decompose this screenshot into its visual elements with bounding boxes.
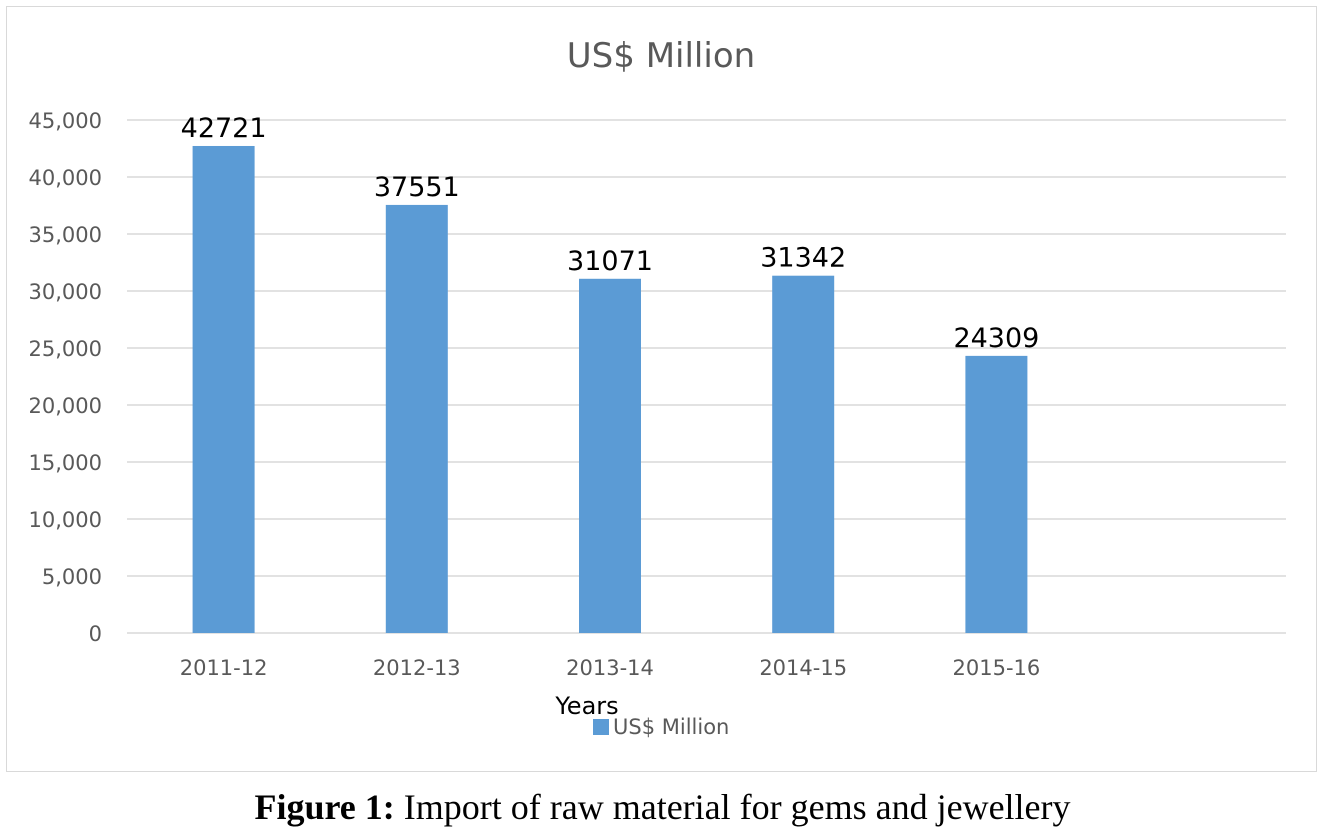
x-tick-label-2015-16: 2015-16 xyxy=(953,656,1041,680)
legend-label: US$ Million xyxy=(613,715,729,739)
data-label-2014-15: 31342 xyxy=(760,243,846,274)
data-labels: 42721 37551 31071 31342 24309 xyxy=(181,113,1040,354)
y-tick-label-25000: 25,000 xyxy=(29,337,102,361)
y-tick-label-5000: 5,000 xyxy=(42,565,102,589)
data-label-2015-16: 24309 xyxy=(953,323,1039,354)
gridlines xyxy=(127,119,1286,634)
x-axis-tick-labels: 2011-12 2012-13 2013-14 2014-15 2015-16 xyxy=(180,656,1041,680)
x-tick-label-2012-13: 2012-13 xyxy=(373,656,461,680)
y-tick-label-35000: 35,000 xyxy=(29,223,102,247)
x-tick-label-2011-12: 2011-12 xyxy=(180,656,268,680)
bar-chart: US$ Million 0 5,000 10,000 15,000 20,000 25,0… xyxy=(29,36,1286,739)
legend-swatch xyxy=(593,719,609,735)
x-axis-title: Years xyxy=(554,692,618,720)
chart-title: US$ Million xyxy=(567,36,755,76)
y-tick-label-10000: 10,000 xyxy=(29,508,102,532)
y-tick-label-40000: 40,000 xyxy=(29,166,102,190)
figure-caption: Figure 1: Import of raw material for gem… xyxy=(0,786,1325,828)
bar-2013-14 xyxy=(579,278,641,633)
y-tick-label-0: 0 xyxy=(89,622,102,646)
y-axis-tick-labels: 0 5,000 10,000 15,000 20,000 25,000 30,000 35,0… xyxy=(29,109,102,646)
caption-label: Figure 1: xyxy=(254,787,395,827)
bar-2012-13 xyxy=(385,204,448,634)
data-label-2013-14: 31071 xyxy=(567,246,653,277)
data-label-2012-13: 37551 xyxy=(374,172,460,203)
y-tick-label-20000: 20,000 xyxy=(29,394,102,418)
caption-text: Import of raw material for gems and jewe… xyxy=(394,787,1071,827)
y-tick-label-15000: 15,000 xyxy=(29,451,102,475)
bars xyxy=(192,145,1028,634)
x-tick-label-2013-14: 2013-14 xyxy=(566,656,654,680)
bar-2011-12 xyxy=(192,145,255,634)
chart-frame: US$ Million 0 5,000 10,000 15,000 20,000 25,0… xyxy=(6,6,1317,772)
legend: US$ Million xyxy=(593,715,729,739)
data-label-2011-12: 42721 xyxy=(181,113,267,144)
y-tick-label-30000: 30,000 xyxy=(29,280,102,304)
y-tick-label-45000: 45,000 xyxy=(29,109,102,133)
bar-2015-16 xyxy=(965,355,1028,633)
bar-2014-15 xyxy=(772,275,835,633)
x-tick-label-2014-15: 2014-15 xyxy=(759,656,847,680)
